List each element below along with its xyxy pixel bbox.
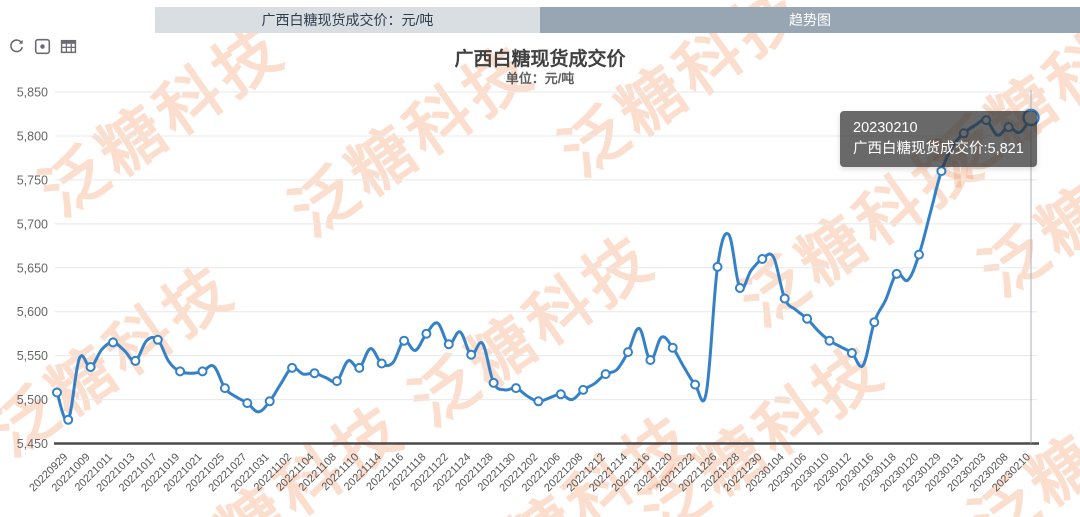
data-point-marker[interactable] xyxy=(63,414,74,425)
chart-unit-subtitle: 单位：元/吨 xyxy=(505,71,575,86)
data-point-marker[interactable] xyxy=(52,387,62,398)
data-point-marker[interactable] xyxy=(712,261,723,272)
data-point-marker[interactable] xyxy=(421,328,432,339)
price-line xyxy=(55,116,1033,423)
tab-bar: 广西白糖现货成交价：元/吨 趋势图 xyxy=(155,7,1080,33)
data-point-marker[interactable] xyxy=(197,366,208,377)
tab-trend-chart[interactable]: 趋势图 xyxy=(540,7,1080,33)
chart-toolbar xyxy=(8,38,77,55)
data-point-marker[interactable] xyxy=(869,317,880,328)
tab-price-table-label: 广西白糖现货成交价：元/吨 xyxy=(261,12,434,28)
data-point-marker[interactable] xyxy=(108,337,118,348)
x-axis-labels: 2022092920221009202210112022101320221017… xyxy=(27,451,1033,494)
data-point-marker[interactable] xyxy=(734,283,745,293)
y-axis-labels: 5,450 5,500 5,550 5,600 5,650 5,700 5,750 5,800… xyxy=(17,86,48,452)
data-point-marker[interactable] xyxy=(443,339,454,350)
y-axis-tick-label: 5,750 xyxy=(17,173,48,187)
refresh-button[interactable] xyxy=(8,38,25,55)
data-point-marker[interactable] xyxy=(152,334,163,345)
data-point-marker[interactable] xyxy=(399,335,410,346)
data-view-button[interactable] xyxy=(60,38,77,55)
data-point-marker[interactable] xyxy=(175,366,186,377)
data-point-marker[interactable] xyxy=(914,249,924,260)
data-point-marker[interactable] xyxy=(824,335,835,346)
data-point-marker[interactable] xyxy=(287,362,298,373)
data-point-marker[interactable] xyxy=(846,348,857,358)
chart-title: 广西白糖现货成交价 xyxy=(454,49,626,70)
y-axis-tick-label: 5,700 xyxy=(17,217,48,231)
data-point-marker[interactable] xyxy=(242,398,253,409)
data-point-marker[interactable] xyxy=(376,358,387,369)
tab-price-table[interactable]: 广西白糖现货成交价：元/吨 xyxy=(155,7,540,33)
data-point-marker[interactable] xyxy=(488,377,499,388)
data-point-marker[interactable] xyxy=(219,383,230,394)
refresh-icon xyxy=(10,39,24,53)
data-point-marker[interactable] xyxy=(533,396,544,407)
save-image-button[interactable] xyxy=(34,38,51,55)
data-point-marker[interactable] xyxy=(690,379,701,390)
data-point-marker[interactable] xyxy=(623,347,633,358)
y-axis-tick-label: 5,500 xyxy=(17,393,48,407)
data-point-marker[interactable] xyxy=(757,254,768,264)
data-point-marker[interactable] xyxy=(264,396,275,407)
data-point-marker[interactable] xyxy=(85,362,96,372)
data-point-marker[interactable] xyxy=(309,368,320,379)
tooltip: 20230210 广西白糖现货成交价:5,821 xyxy=(840,111,1037,168)
y-axis-tick-label: 5,450 xyxy=(17,437,48,451)
data-point-marker[interactable] xyxy=(331,376,342,387)
data-point-marker[interactable] xyxy=(600,369,611,380)
data-point-marker[interactable] xyxy=(511,383,521,394)
tooltip-value: 广西白糖现货成交价:5,821 xyxy=(853,141,1024,158)
data-point-marker[interactable] xyxy=(466,349,477,360)
data-point-marker[interactable] xyxy=(779,293,790,304)
tooltip-date: 20230210 xyxy=(853,120,918,136)
data-point-marker[interactable] xyxy=(555,389,566,400)
data-point-marker[interactable] xyxy=(936,166,947,177)
data-point-marker[interactable] xyxy=(667,342,678,353)
data-point-marker[interactable] xyxy=(354,362,365,373)
tab-trend-chart-label: 趋势图 xyxy=(789,12,831,28)
data-point-marker[interactable] xyxy=(802,313,813,324)
y-axis-tick-label: 5,850 xyxy=(17,86,48,100)
y-axis-tick-label: 5,650 xyxy=(17,261,48,275)
data-point-marker[interactable] xyxy=(645,355,656,365)
y-axis-tick-label: 5,600 xyxy=(17,305,48,319)
data-point-marker[interactable] xyxy=(891,268,902,279)
data-point-marker[interactable] xyxy=(130,355,141,366)
y-axis-tick-label: 5,550 xyxy=(17,349,48,363)
y-axis-tick-label: 5,800 xyxy=(17,129,48,143)
data-table-icon xyxy=(60,39,77,54)
save-image-icon xyxy=(34,38,51,55)
data-point-marker[interactable] xyxy=(578,384,589,395)
